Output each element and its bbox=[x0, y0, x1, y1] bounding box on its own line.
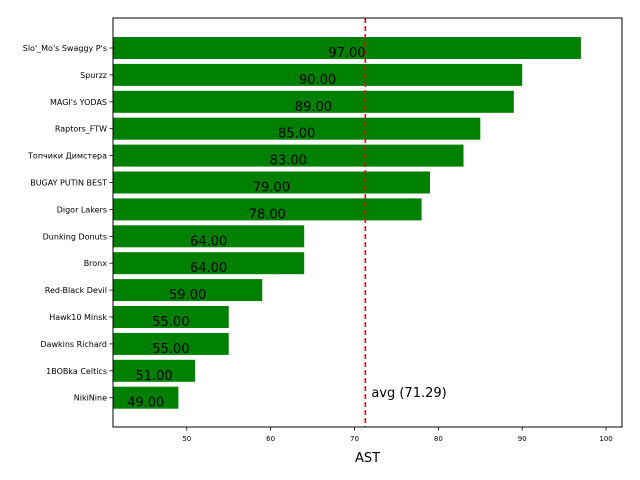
y-tick-label: Raptors_FTW bbox=[55, 125, 107, 134]
bar-value-label: 97.00 bbox=[328, 46, 365, 61]
bar-value-label: 85.00 bbox=[278, 127, 315, 142]
bar bbox=[113, 37, 581, 59]
bar bbox=[113, 225, 305, 248]
bar bbox=[113, 198, 422, 221]
x-tick-label: 90 bbox=[518, 435, 527, 443]
bar-value-label: 79.00 bbox=[253, 181, 290, 196]
x-tick-label: 50 bbox=[182, 435, 191, 443]
y-tick-label: BUGAY PUTIN BEST bbox=[30, 179, 107, 188]
x-tick-label: 70 bbox=[350, 435, 359, 443]
bar-value-label: 83.00 bbox=[270, 154, 307, 169]
y-axis: Slo'_Mo's Swaggy P's Spurzz MAGI's YODAS Ra… bbox=[23, 44, 113, 403]
y-tick-label: Hawk10 Minsk bbox=[49, 313, 107, 322]
x-tick-label: 80 bbox=[434, 435, 443, 443]
y-tick-label: Топчики Димстера bbox=[27, 152, 107, 161]
bar bbox=[113, 306, 229, 328]
bars-layer bbox=[113, 37, 581, 409]
y-tick-label: MAGI's YODAS bbox=[50, 98, 107, 107]
bar-value-label: 51.00 bbox=[135, 369, 172, 384]
bar bbox=[113, 117, 481, 140]
bar-value-label: 78.00 bbox=[249, 207, 286, 222]
x-tick-label: 100 bbox=[599, 435, 612, 443]
bar bbox=[113, 279, 263, 302]
bar-value-label: 90.00 bbox=[299, 73, 336, 88]
bar-value-label: 59.00 bbox=[169, 288, 206, 303]
bar bbox=[113, 252, 305, 275]
y-tick-label: NikiNine bbox=[74, 394, 107, 403]
bar-value-label: 49.00 bbox=[127, 396, 164, 411]
average-line-layer: avg (71.29) bbox=[364, 18, 447, 427]
value-labels-layer: 97.00 90.00 89.00 85.00 83.00 79.00 78.00 64.00… bbox=[127, 46, 365, 411]
average-label: avg (71.29) bbox=[371, 386, 446, 401]
y-tick-label: Dawkins Richard bbox=[40, 340, 107, 349]
bar-value-label: 89.00 bbox=[295, 100, 332, 115]
y-tick-label: Bronx bbox=[84, 259, 108, 268]
y-tick-label: Dunking Donuts bbox=[43, 232, 107, 241]
plot-frame bbox=[112, 17, 623, 428]
bar bbox=[113, 359, 196, 382]
x-tick-label: 60 bbox=[266, 435, 275, 443]
y-tick-label: Spurzz bbox=[80, 71, 107, 80]
bar bbox=[113, 90, 514, 113]
bar-value-label: 64.00 bbox=[190, 234, 227, 249]
y-tick-label: 1BOBka Celtics bbox=[46, 367, 107, 376]
x-axis-title: AST bbox=[355, 451, 380, 466]
x-axis: 50 60 70 80 90 100 bbox=[182, 427, 613, 443]
bar bbox=[113, 386, 179, 409]
y-tick-label: Red-Black Devil bbox=[45, 286, 107, 295]
y-tick-label: Slo'_Mo's Swaggy P's bbox=[23, 44, 107, 53]
bar-value-label: 55.00 bbox=[152, 342, 189, 357]
y-tick-label: Digor Lakers bbox=[57, 205, 107, 214]
bar-value-label: 55.00 bbox=[152, 315, 189, 330]
bar bbox=[113, 332, 229, 355]
bar bbox=[113, 63, 523, 86]
bar-value-label: 64.00 bbox=[190, 261, 227, 276]
bar bbox=[113, 144, 464, 167]
bar bbox=[113, 171, 430, 194]
